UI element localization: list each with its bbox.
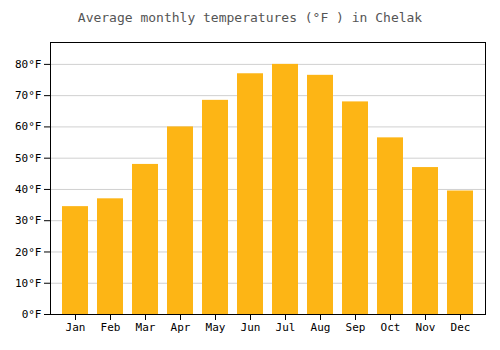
svg-text:Sep: Sep — [346, 321, 366, 334]
svg-text:50°F: 50°F — [15, 152, 42, 165]
svg-text:0°F: 0°F — [22, 308, 42, 321]
svg-text:Nov: Nov — [416, 321, 436, 334]
svg-text:Jun: Jun — [241, 321, 261, 334]
svg-text:Jan: Jan — [66, 321, 86, 334]
svg-text:Feb: Feb — [101, 321, 121, 334]
html-text:Average monthly temperatures (: Average monthly temperatures (°F ) in Ch… — [77, 10, 423, 25]
svg-text:Apr: Apr — [171, 321, 191, 334]
svg-text:70°F: 70°F — [15, 89, 42, 102]
svg-text:Dec: Dec — [451, 321, 471, 334]
svg-text:10°F: 10°F — [15, 277, 42, 290]
svg-text:20°F: 20°F — [15, 245, 42, 258]
svg-text:Jul: Jul — [276, 321, 296, 334]
svg-text:30°F: 30°F — [15, 214, 42, 227]
svg-text:80°F: 80°F — [15, 58, 42, 71]
svg-text:May: May — [206, 321, 226, 334]
svg-text:Aug: Aug — [311, 321, 331, 334]
svg-text:Oct: Oct — [381, 321, 401, 334]
svg-text:Mar: Mar — [136, 321, 156, 334]
svg-text:60°F: 60°F — [15, 120, 42, 133]
svg-text:40°F: 40°F — [15, 183, 42, 196]
